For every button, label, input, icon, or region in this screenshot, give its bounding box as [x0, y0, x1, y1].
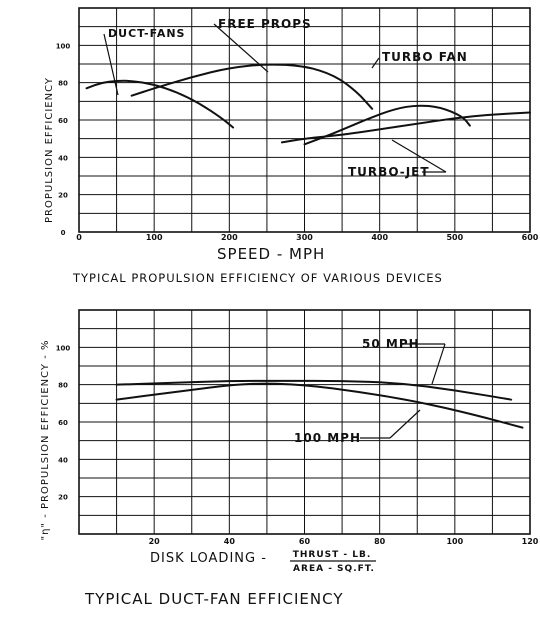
bottom-chart-y-axis-label: "η" - PROPULSION EFFICIENCY - % — [40, 340, 51, 541]
hundred-mph-label: 100 MPH — [294, 431, 361, 445]
x-tick-label: 100 — [446, 537, 463, 546]
label-leader-line — [431, 343, 446, 385]
top-chart-x-axis-label: SPEED - MPH — [217, 245, 325, 263]
label-leader-line — [213, 23, 269, 73]
x-axis-label-numerator: THRUST - LB. — [293, 550, 372, 560]
top-chart: 0 100 200 300 400 500 600 0 20 40 60 80 100 DUCT-FANS… — [44, 7, 539, 285]
x-tick-label: 20 — [149, 537, 161, 546]
duct-fans-curve — [85, 79, 235, 129]
y-tick-label: 40 — [58, 154, 68, 162]
label-leader-line — [391, 139, 447, 173]
y-tick-label: 60 — [58, 117, 68, 125]
label-leader-line — [103, 33, 119, 96]
y-tick-label: 80 — [58, 382, 68, 390]
y-tick-label: 0 — [61, 229, 66, 237]
fifty-mph-label: 50 MPH — [362, 337, 420, 351]
top-chart-y-axis-label: PROPULSION EFFICIENCY — [44, 77, 55, 223]
duct-fans-label: DUCT-FANS — [108, 27, 185, 40]
x-tick-label: 200 — [221, 233, 238, 242]
y-tick-label: 100 — [56, 42, 71, 50]
turbo-jet-curve — [280, 111, 531, 144]
x-tick-label: 0 — [76, 233, 82, 242]
bottom-chart-x-axis-label: DISK LOADING - — [150, 551, 267, 566]
top-chart-title: TYPICAL PROPULSION EFFICIENCY OF VARIOUS… — [72, 271, 443, 285]
turbo-jet-label: TURBO-JET — [348, 165, 430, 179]
free-props-label: FREE PROPS — [218, 17, 312, 31]
y-tick-label: 80 — [58, 80, 68, 88]
x-tick-label: 80 — [374, 537, 386, 546]
turbo-fan-label: TURBO FAN — [382, 50, 468, 64]
x-tick-label: 600 — [522, 233, 539, 242]
label-leader-line — [371, 57, 380, 69]
x-tick-label: 100 — [146, 233, 163, 242]
bottom-chart-title: TYPICAL DUCT-FAN EFFICIENCY — [84, 590, 343, 608]
x-axis-label-denominator: AREA - SQ.FT. — [293, 564, 375, 574]
plot-frame — [78, 309, 531, 535]
x-tick-label: 300 — [296, 233, 313, 242]
x-tick-label: 40 — [224, 537, 236, 546]
y-tick-label: 20 — [58, 192, 68, 200]
label-leader-line — [389, 409, 421, 439]
y-tick-label: 40 — [58, 456, 68, 464]
fifty-mph-curve — [115, 379, 513, 401]
x-tick-label: 400 — [371, 233, 388, 242]
plot-frame — [78, 7, 531, 233]
x-tick-label: 120 — [522, 537, 539, 546]
free-props-curve — [130, 63, 374, 110]
bottom-chart: 20 40 60 80 100 120 20 40 60 80 100 50 MPH 100 MPH DI… — [40, 309, 539, 608]
hundred-mph-curve — [115, 382, 524, 429]
x-tick-label: 500 — [446, 233, 463, 242]
y-tick-label: 20 — [58, 494, 68, 502]
y-tick-label: 60 — [58, 419, 68, 427]
x-tick-label: 60 — [299, 537, 311, 546]
y-tick-label: 100 — [56, 344, 71, 352]
